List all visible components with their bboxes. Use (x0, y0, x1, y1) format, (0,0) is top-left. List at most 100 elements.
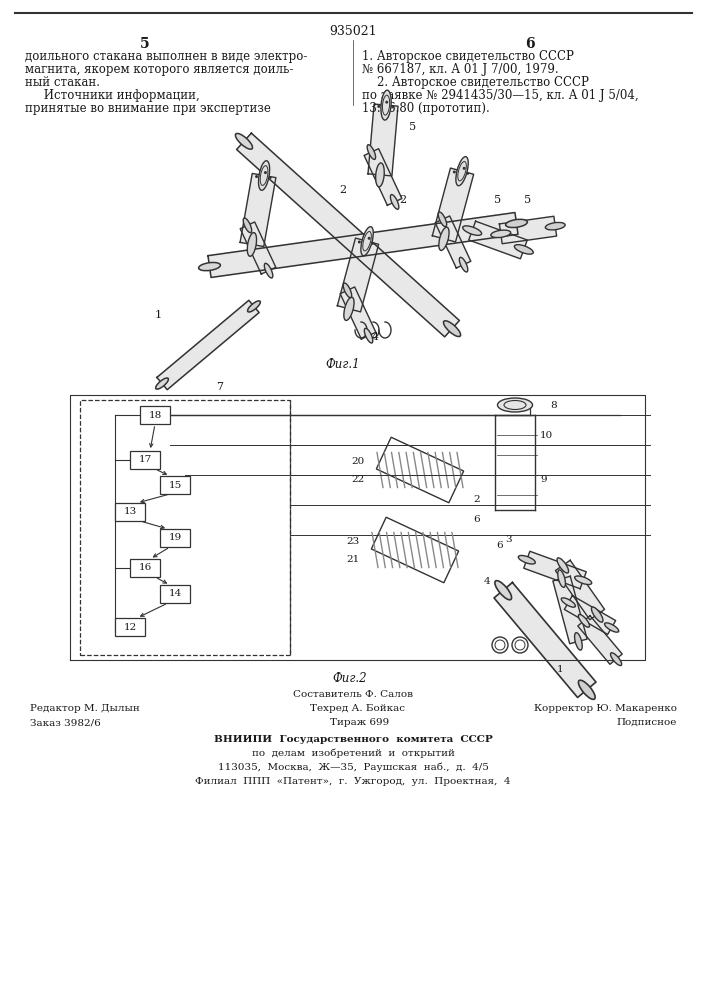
Ellipse shape (578, 680, 595, 699)
Polygon shape (240, 222, 276, 274)
Text: 15: 15 (168, 481, 182, 489)
Bar (160, 476, 190, 494)
Ellipse shape (247, 233, 257, 256)
Text: 8: 8 (550, 400, 556, 410)
Ellipse shape (156, 378, 168, 389)
Polygon shape (524, 551, 586, 589)
Text: 2. Авторское свидетельство СССР: 2. Авторское свидетельство СССР (362, 76, 589, 89)
Ellipse shape (259, 164, 269, 187)
Ellipse shape (460, 257, 468, 272)
Ellipse shape (264, 263, 273, 278)
Text: 5: 5 (494, 195, 501, 205)
Circle shape (385, 101, 388, 104)
Ellipse shape (578, 614, 590, 627)
Text: 5: 5 (525, 195, 532, 205)
Ellipse shape (491, 230, 510, 238)
Circle shape (358, 240, 361, 243)
Text: доильного стакана выполнен в виде электро-: доильного стакана выполнен в виде электр… (25, 50, 308, 63)
Text: 6: 6 (497, 540, 503, 550)
Text: 3: 3 (380, 100, 387, 110)
Polygon shape (340, 287, 376, 339)
Text: Составитель Ф. Салов: Составитель Ф. Салов (293, 690, 413, 699)
Ellipse shape (611, 653, 621, 666)
Ellipse shape (364, 328, 373, 343)
Ellipse shape (235, 133, 252, 149)
Polygon shape (157, 300, 259, 390)
Ellipse shape (456, 157, 468, 186)
Polygon shape (208, 213, 518, 277)
Ellipse shape (515, 245, 533, 254)
Ellipse shape (575, 576, 592, 585)
Ellipse shape (561, 598, 575, 607)
Ellipse shape (438, 212, 447, 227)
Ellipse shape (495, 581, 512, 600)
Text: 6: 6 (474, 516, 480, 524)
Ellipse shape (344, 297, 354, 320)
Ellipse shape (506, 219, 527, 228)
Ellipse shape (381, 90, 391, 120)
Text: 9: 9 (540, 476, 547, 485)
Text: Филиал  ППП  «Патент»,  г.  Ужгород,  ул.  Проектная,  4: Филиал ППП «Патент», г. Ужгород, ул. Про… (195, 777, 510, 786)
Circle shape (255, 175, 258, 178)
Text: принятые во внимание при экспертизе: принятые во внимание при экспертизе (25, 102, 271, 115)
Ellipse shape (367, 145, 375, 159)
Bar (160, 529, 190, 547)
Ellipse shape (382, 93, 390, 117)
Bar (376, 437, 464, 503)
Bar (115, 618, 145, 636)
Polygon shape (364, 149, 402, 205)
Polygon shape (368, 104, 398, 176)
Ellipse shape (498, 398, 532, 412)
Ellipse shape (558, 570, 566, 587)
Text: 13: 13 (124, 508, 136, 516)
Text: Фиг.1: Фиг.1 (326, 359, 361, 371)
Text: Заказ 3982/6: Заказ 3982/6 (30, 718, 101, 727)
Polygon shape (469, 221, 527, 259)
Text: 22: 22 (352, 476, 365, 485)
Text: 1: 1 (556, 666, 563, 674)
Text: 5: 5 (409, 122, 416, 132)
Polygon shape (436, 216, 471, 268)
Text: 3: 3 (505, 536, 512, 544)
Text: 1: 1 (154, 310, 162, 320)
Circle shape (269, 176, 271, 179)
Text: 2: 2 (399, 195, 407, 205)
Circle shape (452, 170, 456, 173)
Text: 19: 19 (168, 534, 182, 542)
Text: 16: 16 (139, 564, 151, 572)
Circle shape (264, 171, 267, 174)
Polygon shape (494, 582, 596, 698)
Polygon shape (564, 596, 616, 634)
Text: Фиг.2: Фиг.2 (333, 672, 368, 685)
Ellipse shape (243, 218, 252, 233)
Text: 935021: 935021 (329, 25, 377, 38)
Text: по  делам  изобретений  и  открытий: по делам изобретений и открытий (252, 749, 455, 758)
Polygon shape (499, 216, 556, 244)
Text: 2: 2 (474, 495, 480, 504)
Ellipse shape (462, 226, 481, 235)
Text: 13.06.80 (прототип).: 13.06.80 (прототип). (362, 102, 490, 115)
Text: Подписное: Подписное (617, 718, 677, 727)
Circle shape (371, 242, 374, 245)
Bar (115, 503, 145, 521)
Bar (371, 517, 459, 583)
Text: 7: 7 (216, 382, 223, 392)
Polygon shape (237, 133, 460, 337)
Text: 4: 4 (371, 332, 378, 342)
Ellipse shape (545, 222, 565, 230)
Polygon shape (433, 168, 474, 242)
Text: магнита, якорем которого является доиль-: магнита, якорем которого является доиль- (25, 63, 293, 76)
Text: 113035,  Москва,  Ж—35,  Раушская  наб.,  д.  4/5: 113035, Москва, Ж—35, Раушская наб., д. … (218, 763, 489, 772)
Text: 10: 10 (540, 430, 554, 440)
Text: Редактор М. Дылын: Редактор М. Дылын (30, 704, 140, 713)
Ellipse shape (199, 262, 221, 271)
Ellipse shape (343, 283, 351, 298)
Text: 17: 17 (139, 456, 151, 464)
Text: 18: 18 (148, 410, 162, 420)
Text: 21: 21 (346, 556, 360, 564)
Ellipse shape (457, 160, 467, 183)
Bar (160, 585, 190, 603)
Ellipse shape (362, 230, 372, 253)
Circle shape (378, 105, 380, 108)
Polygon shape (556, 560, 604, 620)
